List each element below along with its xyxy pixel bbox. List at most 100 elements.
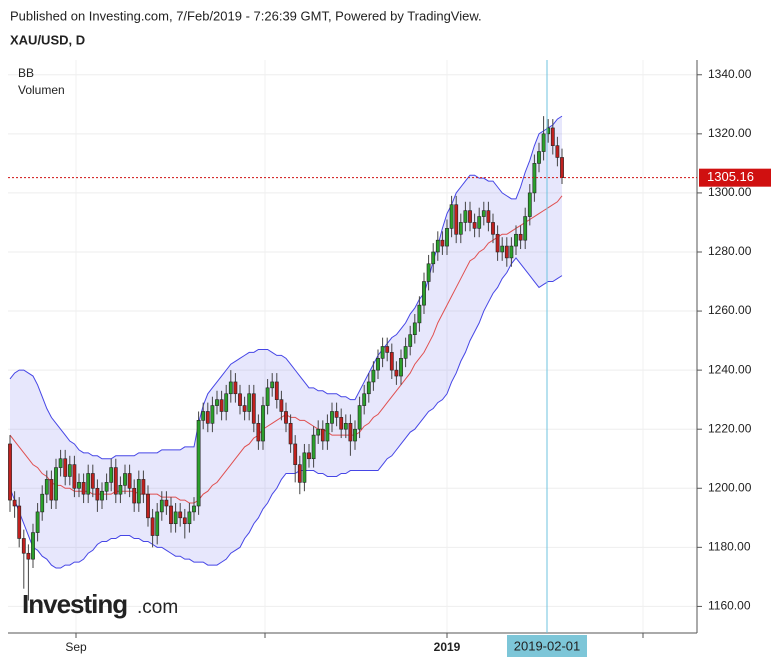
- candle-body: [371, 369, 376, 383]
- header: Published on Investing.com, 7/Feb/2019 -…: [10, 8, 482, 23]
- candle-body: [385, 346, 390, 353]
- candle-body: [440, 239, 445, 247]
- y-tick-label: 1320.00: [708, 126, 752, 140]
- candle-body: [435, 239, 440, 253]
- candle-body: [399, 358, 403, 377]
- candle-body: [555, 145, 560, 158]
- candle-body: [86, 473, 91, 495]
- candle-body: [90, 473, 95, 489]
- candle-body: [113, 467, 118, 495]
- candle-body: [196, 420, 201, 507]
- candle-body: [72, 464, 77, 489]
- candle-body: [412, 322, 417, 335]
- candle-body: [320, 428, 325, 442]
- candle-body: [527, 192, 532, 217]
- candle-body: [150, 517, 155, 536]
- candle-body: [12, 499, 17, 507]
- chart-title: XAU/USD, D: [10, 32, 85, 47]
- candle-body: [302, 452, 307, 483]
- candle-body: [417, 304, 422, 324]
- candle-body: [403, 346, 408, 359]
- candle-body: [31, 532, 35, 560]
- candle-body: [472, 222, 477, 229]
- candle-body: [500, 245, 505, 253]
- candle-body: [486, 210, 491, 223]
- y-tick-label: 1240.00: [708, 362, 752, 376]
- candle-body: [270, 381, 275, 389]
- candle-body: [514, 233, 518, 247]
- candle-body: [445, 228, 449, 247]
- candle-body: [293, 443, 298, 465]
- candle-body: [380, 346, 385, 359]
- bb-upper-line: [9, 115, 563, 460]
- candle-body: [40, 493, 45, 513]
- candle-body: [67, 464, 72, 477]
- candle-body: [550, 127, 555, 146]
- candle-body: [357, 405, 362, 430]
- candle-body: [26, 552, 31, 560]
- legend-item: Volumen: [18, 83, 65, 97]
- candle-body: [127, 473, 132, 489]
- candle-body: [81, 482, 86, 495]
- candle-body: [523, 216, 528, 241]
- candle-body: [422, 281, 426, 306]
- candle-body: [100, 490, 104, 501]
- candle-body: [274, 381, 279, 400]
- band-fill: [10, 116, 562, 569]
- candle-body: [192, 505, 196, 513]
- candle-body: [178, 511, 183, 519]
- candle-body: [389, 352, 394, 371]
- candle-body: [146, 493, 150, 519]
- candle-body: [449, 204, 454, 229]
- price-label: 1305.16: [707, 169, 754, 184]
- candle-body: [159, 499, 164, 513]
- candle-body: [339, 417, 344, 430]
- candle-body: [215, 399, 219, 406]
- candle-body: [238, 393, 242, 406]
- candle-body: [353, 428, 357, 442]
- candle-body: [431, 251, 436, 265]
- y-tick-label: 1260.00: [708, 303, 752, 317]
- candle-body: [458, 222, 463, 235]
- candle-body: [233, 381, 238, 395]
- candle-body: [495, 233, 500, 253]
- candle-body: [297, 464, 302, 483]
- candle-body: [224, 393, 229, 412]
- candle-body: [537, 151, 541, 164]
- candle-body: [330, 411, 334, 424]
- candle-body: [454, 204, 459, 235]
- candle-body: [219, 399, 224, 412]
- marks: [8, 115, 564, 601]
- candle-body: [17, 505, 22, 539]
- logo-suffix: .com: [137, 597, 178, 618]
- candle-body: [316, 428, 321, 436]
- candle-body: [169, 505, 173, 525]
- candle-body: [228, 381, 233, 395]
- plot-area: [8, 60, 697, 633]
- candle-body: [164, 499, 169, 507]
- y-tick-label: 1340.00: [708, 67, 752, 81]
- candle-body: [8, 443, 12, 501]
- x-tick-label: Sep: [65, 640, 87, 654]
- candle-body: [118, 485, 123, 495]
- candle-body: [123, 473, 127, 486]
- candle-body: [279, 399, 284, 412]
- candle-body: [242, 405, 247, 412]
- y-tick-label: 1180.00: [708, 540, 751, 554]
- candle-body: [288, 422, 293, 445]
- candle-body: [201, 411, 206, 421]
- candle-body: [504, 245, 509, 259]
- candle-body: [35, 511, 40, 533]
- logo: Investing: [22, 589, 127, 619]
- candle-body: [205, 411, 210, 424]
- candle-body: [58, 458, 63, 468]
- crosshair-label-box: [507, 635, 587, 657]
- candle-body: [311, 434, 316, 460]
- x-tick-label: 2019: [434, 640, 461, 654]
- grid: [8, 60, 697, 633]
- candle-body: [463, 210, 468, 223]
- bb-lower-line: [9, 257, 563, 569]
- candle-body: [334, 411, 339, 418]
- candle-body: [481, 210, 486, 217]
